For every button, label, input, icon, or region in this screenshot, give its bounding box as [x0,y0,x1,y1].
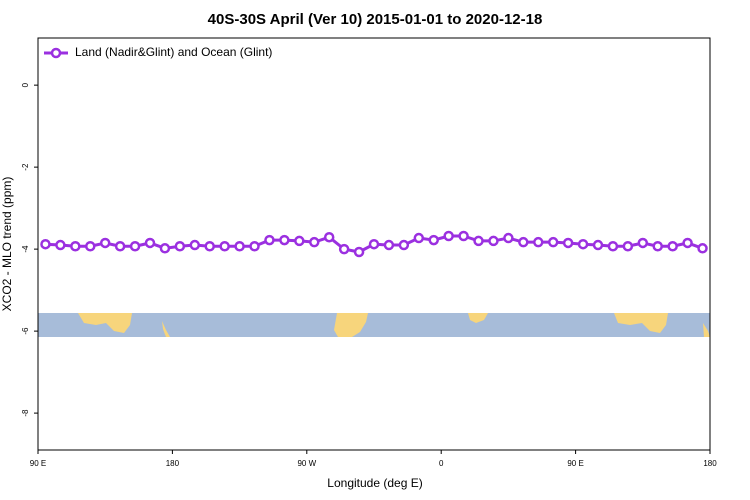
y-tick-label: -8 [21,409,30,417]
plot-frame [37,37,711,451]
point [637,237,649,249]
point [368,238,380,250]
legend: Land (Nadir&Glint) and Ocean (Glint) [44,45,272,59]
legend-label: Land (Nadir&Glint) and Ocean (Glint) [75,45,272,59]
point [682,237,693,249]
point [562,237,574,249]
point [189,239,201,251]
point [443,230,454,242]
x-tick-label: 0 [439,459,444,468]
point [129,241,141,252]
y-tick-label: -6 [21,327,30,335]
x-tick-label: 90 W [297,459,316,468]
point [144,237,156,249]
y-tick-label: -2 [21,163,30,171]
point [174,241,186,252]
legend-marker [50,47,62,59]
point [85,241,96,252]
point [697,243,708,254]
point [309,236,320,248]
point [40,238,51,250]
point [428,234,439,246]
point [234,241,245,252]
point [338,243,350,255]
point [458,230,469,242]
point [159,243,171,254]
x-tick-label: 180 [166,459,180,468]
point [592,239,604,251]
point [264,234,275,246]
y-tick-label: -4 [21,245,30,253]
point [323,231,335,243]
point [413,232,425,244]
point [607,241,619,252]
point [652,241,663,252]
point [622,241,634,252]
point [279,234,290,246]
y-tick-label: 0 [21,82,30,87]
point [547,236,559,248]
point [577,238,589,250]
point [503,232,514,244]
map-band [38,313,710,337]
chart-title: 40S-30S April (Ver 10) 2015-01-01 to 202… [208,11,543,28]
point [294,235,305,247]
point [533,236,544,248]
x-tick-label: 180 [703,459,717,468]
point [114,241,126,252]
point [383,239,395,251]
point [398,239,410,251]
point [70,241,81,252]
point [249,241,260,252]
point [55,239,66,251]
y-axis-label: XCO2 - MLO trend (ppm) [0,177,14,312]
point [667,241,678,252]
point [219,241,230,252]
point [518,236,529,248]
x-tick-label: 90 E [567,459,583,468]
point [473,235,484,247]
point [353,246,365,258]
point [204,241,215,252]
point [99,237,111,249]
x-tick-label: 90 E [30,459,46,468]
point [488,235,499,247]
x-axis-label: Longitude (deg E) [327,476,422,490]
